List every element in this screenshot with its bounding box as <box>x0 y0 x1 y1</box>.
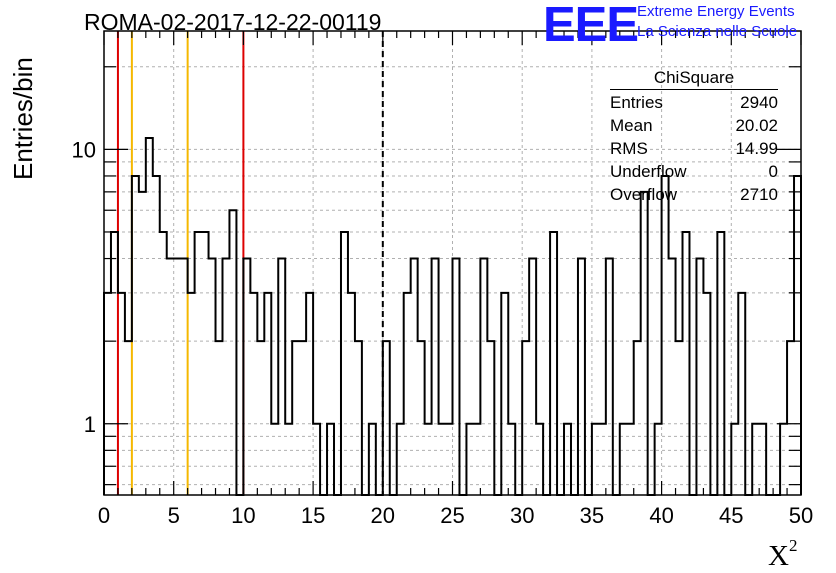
x-axis-label-superscript: 2 <box>788 536 798 555</box>
x-tick-label: 35 <box>580 503 604 528</box>
stats-label: RMS <box>610 139 648 158</box>
x-tick-label: 20 <box>371 503 395 528</box>
x-tick-label: 40 <box>649 503 673 528</box>
axis-ticks <box>103 31 802 495</box>
x-tick-label: 0 <box>98 503 110 528</box>
x-tick-label: 30 <box>510 503 534 528</box>
stats-value: 0 <box>768 162 778 181</box>
stats-value: 14.99 <box>735 139 778 158</box>
y-tick-label: 1 <box>84 412 96 437</box>
y-tick-label: 10 <box>72 137 96 162</box>
y-axis-label: Entries/bin <box>8 57 38 180</box>
x-tick-label: 5 <box>168 503 180 528</box>
tick-labels: 0 5 10 15 20 25 30 35 40 45 50 1 10 <box>72 137 814 528</box>
stats-box: ChiSquare Entries 2940 Mean 20.02 RMS 14.99… <box>610 68 778 206</box>
x-tick-label: 10 <box>231 503 255 528</box>
stats-title: ChiSquare <box>653 68 735 87</box>
stats-value: 2710 <box>740 185 778 204</box>
stats-value: 2940 <box>740 93 778 112</box>
stats-row-overflow: Overflow 2710 <box>610 183 778 206</box>
histogram <box>103 137 802 496</box>
stats-label: Underflow <box>610 162 687 181</box>
stats-row-rms: RMS 14.99 <box>610 137 778 160</box>
x-axis-label: X2 <box>768 536 797 573</box>
logo-line-2: La Scienza nelle Scuole <box>637 23 798 40</box>
x-tick-label: 50 <box>789 503 813 528</box>
x-tick-label: 25 <box>440 503 464 528</box>
stats-row-mean: Mean 20.02 <box>610 114 778 137</box>
x-axis-label-base: X <box>768 540 789 572</box>
stats-row-underflow: Underflow 0 <box>610 160 778 183</box>
logo-line-1: Extreme Energy Events <box>637 3 795 20</box>
x-tick-label: 15 <box>301 503 325 528</box>
eee-logo: EEE <box>543 0 639 52</box>
stats-divider <box>610 89 778 90</box>
stats-row-entries: Entries 2940 <box>610 91 778 114</box>
stats-label: Mean <box>610 116 653 135</box>
x-tick-label: 45 <box>719 503 743 528</box>
chart-title: ROMA-02-2017-12-22-00119 <box>84 9 382 35</box>
histogram-outline <box>103 137 802 496</box>
stats-label: Overflow <box>610 185 678 204</box>
stats-label: Entries <box>610 93 663 112</box>
stats-value: 20.02 <box>735 116 778 135</box>
